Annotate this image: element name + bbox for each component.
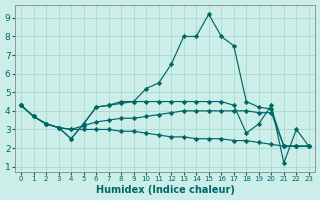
X-axis label: Humidex (Indice chaleur): Humidex (Indice chaleur) [96, 185, 234, 195]
